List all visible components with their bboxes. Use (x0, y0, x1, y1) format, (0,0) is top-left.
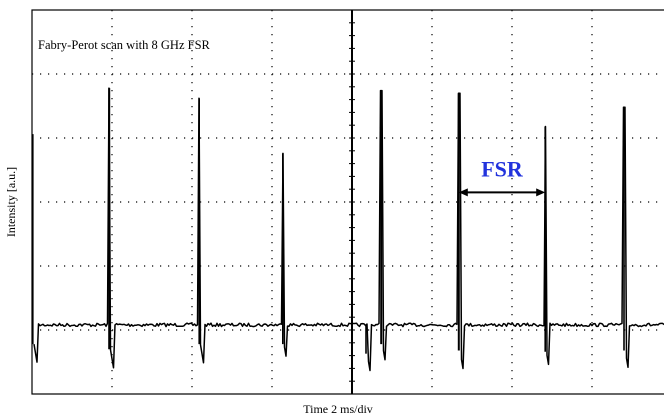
fsr-arrow-head-left (458, 188, 468, 197)
plot-frame (31, 9, 664, 395)
y-axis-label: Intensity [a.u.] (4, 167, 18, 237)
signal-trace (33, 87, 664, 372)
fsr-label: FSR (481, 156, 524, 181)
center-axes (349, 10, 355, 394)
peak-markers (31, 88, 625, 354)
x-axis-label: Time 2 ms/div (303, 402, 373, 416)
chart-title: Fabry-Perot scan with 8 GHz FSR (38, 38, 211, 52)
fsr-arrow-head-right (536, 188, 546, 197)
fsr-annotation: FSR (458, 156, 546, 197)
